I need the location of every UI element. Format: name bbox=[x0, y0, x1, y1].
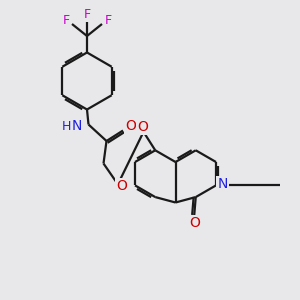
Text: O: O bbox=[137, 120, 148, 134]
Text: H: H bbox=[62, 119, 71, 133]
Text: F: F bbox=[104, 14, 112, 28]
Text: F: F bbox=[83, 8, 91, 21]
Text: F: F bbox=[62, 14, 70, 28]
Text: O: O bbox=[189, 217, 200, 230]
Text: N: N bbox=[72, 119, 82, 133]
Text: O: O bbox=[125, 119, 136, 133]
Text: N: N bbox=[218, 177, 228, 191]
Text: O: O bbox=[116, 179, 127, 193]
